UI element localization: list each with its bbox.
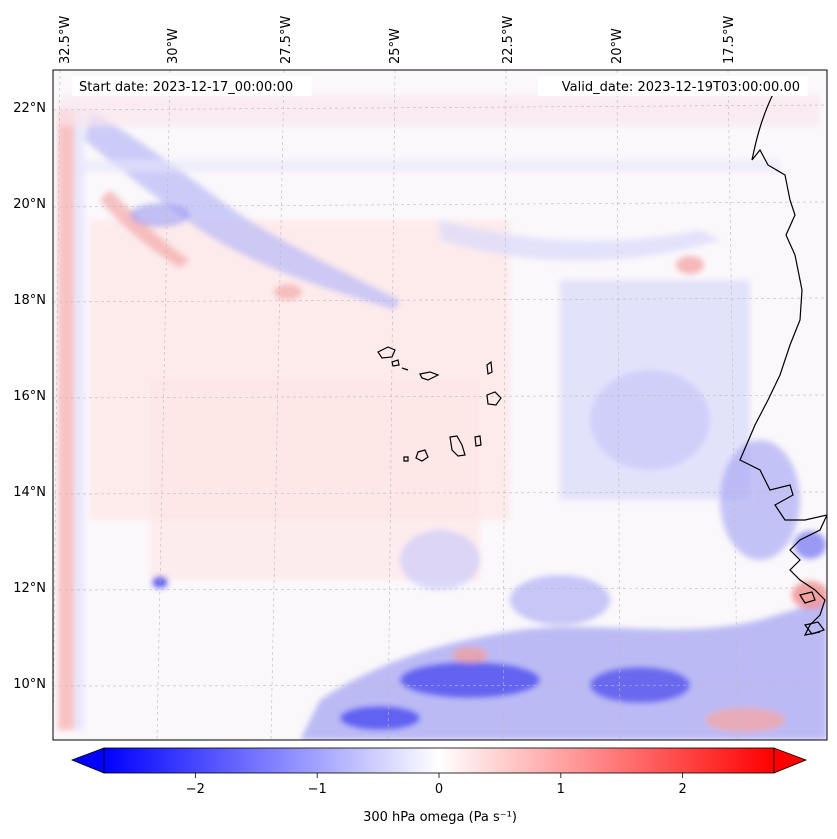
colorbar-extend-max xyxy=(773,747,808,774)
island-sao-nicolau xyxy=(419,371,440,381)
colorbar-tick-label: −1 xyxy=(308,782,327,797)
island-santa-luzia xyxy=(401,367,409,371)
colorbar-label: 300 hPa omega (Pa s⁻¹) xyxy=(363,810,517,825)
colorbar-tick-label: 0 xyxy=(435,782,443,797)
lat-label-10n: 10°N xyxy=(13,677,46,692)
lon-label-27-5w: 27.5°W xyxy=(279,16,294,64)
lon-label-25w: 25°W xyxy=(388,28,403,64)
valid-date-label: Valid_date: 2023-12-19T03:00:00.00 xyxy=(562,80,800,95)
map-panel: Start date: 2023-12-17_00:00:00 Valid_da… xyxy=(52,69,828,741)
island-santiago xyxy=(449,435,466,457)
lat-label-18n: 18°N xyxy=(13,293,46,308)
lat-label-12n: 12°N xyxy=(13,581,46,596)
colorbar-tick-label: 1 xyxy=(557,782,565,797)
longitude-labels: 32.5°W 30°W 27.5°W 25°W 22.5°W 20°W 17.5… xyxy=(58,16,737,64)
graticule xyxy=(53,70,827,740)
island-sal xyxy=(486,360,493,375)
colorbar-tick-label: −2 xyxy=(186,782,205,797)
lat-label-22n: 22°N xyxy=(13,101,46,116)
lon-label-17-5w: 17.5°W xyxy=(722,16,737,64)
colorbar-tick-label: 2 xyxy=(678,782,686,797)
lon-label-20w: 20°W xyxy=(610,28,625,64)
colorbar: −2 −1 0 1 2 300 hPa omega (Pa s⁻¹) xyxy=(70,747,808,825)
island-boa-vista xyxy=(486,391,502,406)
lon-label-30w: 30°W xyxy=(166,28,181,64)
latitude-labels: 22°N 20°N 18°N 16°N 14°N 12°N 10°N xyxy=(13,101,46,692)
island-sao-vicente xyxy=(391,359,400,367)
lon-label-32-5w: 32.5°W xyxy=(58,16,73,64)
island-fogo xyxy=(415,449,429,462)
island-santo-antao xyxy=(377,346,396,359)
lon-label-22-5w: 22.5°W xyxy=(501,16,516,64)
island-brava xyxy=(403,456,409,462)
africa-coastline xyxy=(739,89,827,636)
senegal-islands xyxy=(799,591,825,635)
island-maio xyxy=(474,435,482,447)
start-date-box xyxy=(72,76,312,96)
map-frame xyxy=(52,69,828,741)
lat-label-14n: 14°N xyxy=(13,485,46,500)
colorbar-extend-min xyxy=(70,747,105,774)
colorbar-ticks: −2 −1 0 1 2 xyxy=(186,773,687,797)
coastlines xyxy=(377,89,827,636)
valid-date-box xyxy=(538,76,808,96)
lat-label-20n: 20°N xyxy=(13,197,46,212)
lat-label-16n: 16°N xyxy=(13,389,46,404)
omega-field xyxy=(58,96,827,740)
colorbar-body xyxy=(103,747,775,774)
start-date-label: Start date: 2023-12-17_00:00:00 xyxy=(79,80,293,95)
